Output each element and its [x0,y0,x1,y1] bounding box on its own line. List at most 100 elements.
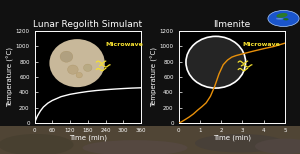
Bar [0,152,300,154]
Y-axis label: Temperature (°C): Temperature (°C) [7,47,14,107]
Bar [0,152,300,153]
Bar [0,152,300,153]
Bar [0,151,300,153]
Title: Lunar Regolith Simulant: Lunar Regolith Simulant [33,20,142,29]
Bar [0,152,300,154]
Bar [0,152,300,153]
Circle shape [60,51,73,62]
Bar [0,152,300,153]
Bar [0,152,300,154]
Text: Microwave: Microwave [106,42,144,47]
Bar [0,151,300,152]
Bar [0,152,300,154]
Bar [0,152,300,153]
Bar [0,152,300,153]
Bar [0,152,300,154]
Bar [0,152,300,154]
Bar [0,126,300,154]
Bar [0,152,300,153]
Bar [0,151,300,153]
Bar [0,152,300,153]
Bar [0,152,300,154]
Bar [0,151,300,153]
Text: Microwave: Microwave [242,42,280,47]
Bar [0,152,300,154]
Bar [0,151,300,152]
Bar [0,151,300,153]
Bar [0,152,300,154]
Circle shape [268,10,299,26]
Bar [0,151,300,153]
Bar [0,151,300,153]
Bar [0,152,300,154]
Bar [0,152,300,153]
Bar [0,152,300,154]
Bar [0,152,300,154]
Bar [0,151,300,153]
Bar [0,152,300,153]
Bar [0,152,300,154]
Bar [0,152,300,154]
Bar [0,152,300,154]
Bar [0,151,300,152]
Bar [0,151,300,153]
Ellipse shape [255,139,300,154]
Bar [0,152,300,154]
Bar [0,152,300,154]
Ellipse shape [283,18,289,20]
Bar [0,151,300,153]
Bar [0,152,300,154]
Ellipse shape [195,134,285,152]
Bar [0,152,300,154]
Bar [0,151,300,153]
Bar [0,152,300,154]
Bar [0,152,300,153]
Bar [0,151,300,153]
Title: Ilmenite: Ilmenite [213,20,250,29]
Ellipse shape [276,13,288,18]
Bar [0,152,300,153]
Bar [0,152,300,154]
Ellipse shape [82,140,188,154]
Bar [0,152,300,153]
Bar [0,152,300,153]
Bar [0,152,300,153]
Bar [0,152,300,153]
Bar [0,152,300,154]
Bar [0,152,300,154]
Bar [0,152,300,153]
Bar [0,152,300,154]
Bar [0,151,300,153]
Bar [0,151,300,153]
Ellipse shape [0,134,74,154]
Bar [0,151,300,153]
Circle shape [68,65,78,74]
Bar [0,152,300,154]
Bar [0,152,300,153]
Bar [0,152,300,153]
Bar [0,152,300,153]
Bar [0,152,300,153]
Circle shape [186,36,246,88]
Bar [0,151,300,153]
Bar [0,152,300,153]
Bar [0,152,300,153]
Bar [0,152,300,153]
X-axis label: Time (min): Time (min) [213,134,251,141]
Bar [0,152,300,154]
Bar [0,151,300,153]
Bar [0,152,300,153]
Bar [0,151,300,153]
Bar [0,151,300,153]
Bar [0,151,300,153]
Bar [0,151,300,152]
Circle shape [83,64,92,71]
Bar [0,152,300,154]
Bar [0,152,300,154]
Bar [0,152,300,153]
Bar [0,152,300,154]
Bar [0,151,300,153]
Bar [0,152,300,153]
Ellipse shape [276,18,284,20]
Bar [0,151,300,153]
